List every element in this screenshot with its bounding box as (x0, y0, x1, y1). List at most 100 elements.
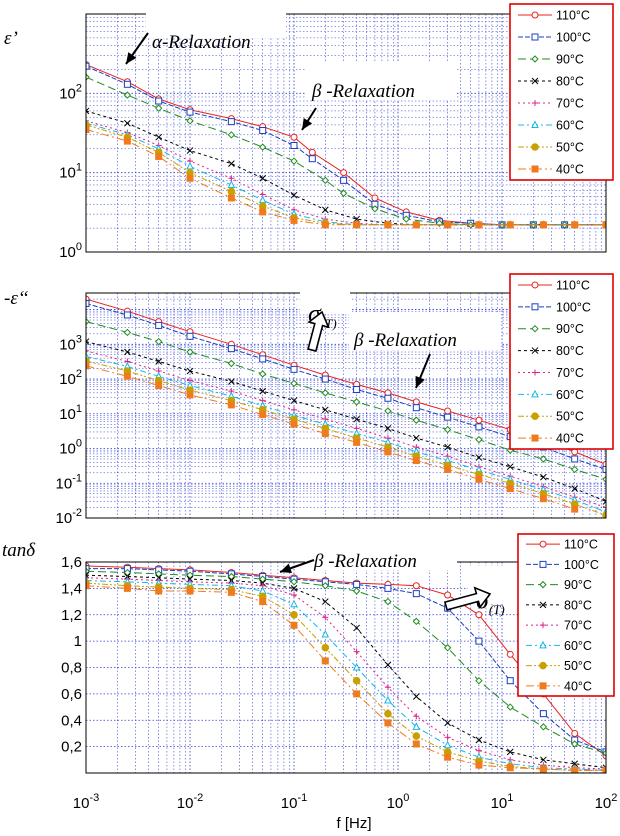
data-point (154, 337, 163, 346)
x-tick-label: 100 (387, 792, 410, 812)
x-tick-label: 10-3 (73, 792, 99, 812)
data-point (384, 425, 392, 432)
tick-layer: 100 101 102 ε’ 10-2 10-1 100 101 102 103 -ε‘‘ 0,2 0,… (2, 28, 617, 832)
data-point (86, 582, 90, 590)
data-point (259, 127, 267, 135)
annotation-bg (300, 280, 350, 314)
legend-marker (531, 165, 539, 173)
legend-marker (539, 601, 547, 609)
data-point (321, 406, 329, 414)
data-point (290, 420, 298, 428)
annotation-bg (146, 4, 286, 38)
data-point (123, 328, 132, 337)
data-point (412, 457, 420, 465)
data-point (259, 387, 267, 395)
y-tick-label: 1,4 (61, 580, 82, 597)
x-tick-label: 101 (491, 792, 514, 812)
y-tick-label: 102 (59, 82, 82, 102)
data-point (353, 215, 360, 223)
data-point (371, 205, 379, 213)
legend-marker (539, 580, 547, 589)
data-point (353, 221, 361, 229)
legend-marker (531, 120, 539, 128)
x-tick-label: 10-2 (177, 792, 203, 812)
data-point (86, 338, 90, 345)
data-point (228, 378, 235, 385)
data-point (444, 719, 451, 727)
legend-label: 80°C (556, 344, 584, 358)
data-point (475, 221, 483, 229)
data-point (412, 416, 421, 424)
data-point (155, 382, 163, 390)
annotation-label: β -Relaxation (311, 81, 415, 102)
legend-marker (532, 100, 538, 106)
data-point (86, 317, 90, 326)
legend-marker (539, 560, 547, 568)
data-point (186, 587, 194, 595)
data-point (539, 723, 548, 731)
data-point (155, 133, 163, 141)
data-point (290, 397, 298, 404)
data-point (258, 575, 267, 583)
data-point (155, 152, 163, 160)
data-point (186, 161, 194, 170)
y-tick-label: 0,4 (61, 712, 82, 729)
data-point (340, 176, 348, 184)
data-point (227, 588, 235, 596)
data-point (227, 345, 235, 353)
data-point (352, 398, 361, 406)
data-point (154, 104, 163, 112)
data-point (86, 362, 90, 370)
data-point (539, 495, 547, 503)
data-point (258, 370, 267, 378)
y-tick-label: 1,6 (61, 554, 82, 571)
legend-label: 50°C (564, 659, 592, 673)
data-point (321, 375, 329, 383)
annotation: σ(T) (300, 280, 350, 352)
data-point (444, 407, 452, 415)
data-point (86, 73, 90, 81)
data-point (322, 614, 329, 621)
data-point (602, 465, 606, 473)
data-point (602, 221, 606, 229)
data-point (571, 485, 579, 492)
data-point (86, 574, 89, 581)
data-point (290, 379, 298, 388)
data-point (227, 401, 235, 409)
data-point (402, 215, 410, 223)
y-tick-label: 0,6 (61, 686, 82, 703)
legend-label: 60°C (556, 119, 584, 133)
annotation-label: α-Relaxation (152, 32, 251, 53)
annotation: β -Relaxation (349, 312, 501, 389)
data-point (444, 443, 451, 451)
data-point (506, 677, 514, 685)
legend-marker (531, 33, 539, 41)
data-point (227, 194, 235, 202)
legend-label: 70°C (556, 97, 584, 111)
y-tick-label: 103 (59, 333, 82, 353)
data-point (602, 766, 606, 773)
data-point (155, 97, 163, 105)
legend-marker (531, 143, 539, 151)
legend-label: 100°C (564, 558, 599, 572)
data-point (384, 661, 392, 669)
data-point (123, 91, 132, 99)
data-point (258, 143, 267, 151)
y-tick-label: 0,2 (61, 739, 82, 756)
legend-marker (531, 347, 539, 354)
data-point (155, 358, 163, 365)
data-point (86, 567, 90, 575)
data-point (228, 175, 235, 182)
data-point (86, 565, 90, 573)
data-point (228, 160, 235, 167)
y-tick-label: 0,8 (61, 660, 82, 677)
annotation-label: β -Relaxation (353, 330, 457, 351)
legend-label: 70°C (556, 366, 584, 380)
data-point (412, 740, 420, 748)
legend-marker (531, 55, 539, 63)
y-tick-label: 10-1 (56, 472, 82, 492)
data-point (290, 133, 298, 141)
data-point (444, 591, 452, 599)
legend-marker (532, 369, 538, 376)
